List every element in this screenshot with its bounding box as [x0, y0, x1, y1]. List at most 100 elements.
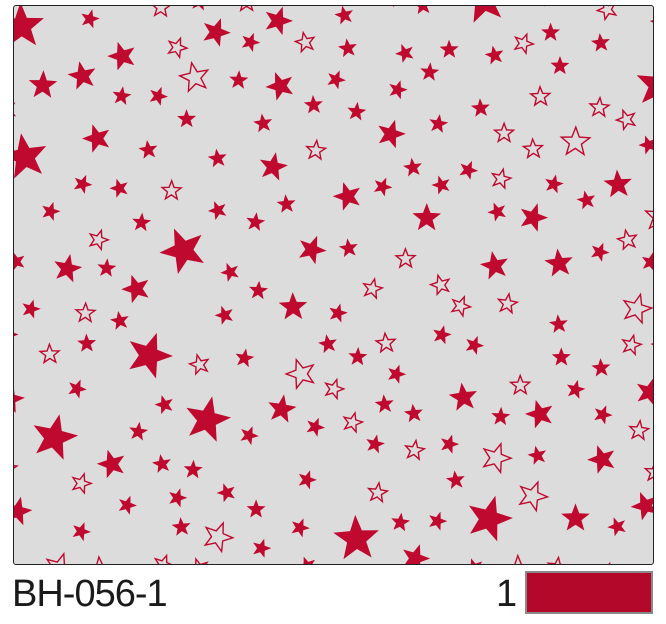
star-icon — [33, 414, 79, 460]
outline-star-icon — [643, 465, 653, 482]
star-icon — [327, 70, 346, 90]
outline-star-icon — [374, 331, 397, 354]
star-icon — [591, 242, 610, 262]
outline-star-icon — [428, 273, 451, 297]
star-icon — [395, 43, 414, 63]
outline-star-icon — [621, 333, 644, 357]
outline-star-icon — [71, 471, 94, 495]
outline-star-icon — [546, 555, 563, 564]
outline-star-icon — [521, 137, 545, 160]
star-icon — [429, 511, 448, 531]
outline-star-icon — [559, 125, 592, 157]
star-icon — [306, 417, 325, 437]
outline-star-icon — [203, 521, 235, 554]
star-icon — [520, 203, 549, 232]
star-icon — [544, 6, 545, 7]
outline-star-icon — [74, 301, 97, 324]
outline-star-icon — [38, 342, 61, 365]
star-icon — [268, 394, 297, 423]
star-icon — [207, 201, 227, 221]
star-icon — [441, 434, 460, 454]
star-icon — [636, 75, 653, 103]
star-icon — [298, 470, 317, 490]
star-icon — [14, 496, 33, 526]
star-icon — [229, 70, 249, 89]
star-icon — [110, 311, 129, 330]
star-icon — [129, 421, 149, 441]
star-icon — [241, 32, 261, 52]
star-icon — [14, 6, 44, 46]
star-icon — [417, 6, 430, 15]
star-icon — [347, 101, 367, 121]
star-icon — [433, 325, 452, 345]
star-icon — [487, 202, 506, 222]
outline-star-icon — [239, 6, 254, 12]
star-icon — [550, 56, 570, 75]
star-icon — [392, 6, 395, 8]
star-icon — [68, 379, 87, 399]
star-icon — [246, 499, 266, 518]
star-icon — [329, 303, 348, 323]
outline-star-icon — [492, 121, 516, 144]
star-icon — [403, 544, 431, 564]
star-icon — [186, 396, 231, 442]
star-icon — [545, 174, 564, 194]
star-icon — [551, 347, 571, 366]
colorway-number: 1 — [496, 573, 518, 615]
outline-star-icon — [166, 36, 189, 60]
star-icon — [403, 403, 423, 423]
star-icon — [14, 253, 25, 270]
outline-star-icon — [514, 553, 522, 564]
outline-star-icon — [508, 373, 532, 396]
outline-star-icon — [627, 418, 651, 442]
outline-star-icon — [450, 295, 473, 318]
star-icon — [67, 61, 96, 90]
star-icon — [265, 6, 293, 36]
star-icon — [97, 258, 117, 277]
star-icon — [373, 177, 393, 197]
star-icon — [630, 492, 653, 521]
outline-star-icon — [293, 30, 316, 54]
outline-star-icon — [284, 357, 315, 391]
outline-star-icon — [88, 228, 111, 252]
star-icon — [318, 334, 337, 354]
star-icon — [561, 503, 590, 531]
star-icon — [278, 292, 308, 320]
outline-star-icon — [342, 410, 365, 434]
outline-star-icon — [588, 95, 611, 118]
star-icon — [388, 364, 407, 384]
star-icon — [412, 203, 441, 231]
star-icon — [107, 41, 135, 71]
outline-star-icon — [649, 20, 653, 23]
star-icon — [484, 45, 504, 65]
star-icon — [249, 280, 269, 300]
star-icon — [177, 109, 197, 128]
star-icon — [109, 178, 128, 198]
star-icon — [637, 378, 653, 405]
star-icon — [348, 346, 368, 366]
star-icon — [214, 305, 233, 325]
star-icon — [431, 175, 450, 195]
star-icon — [77, 333, 97, 352]
outline-star-icon — [45, 551, 66, 564]
star-icon — [112, 86, 132, 105]
star-icon — [72, 522, 91, 542]
outline-star-icon — [14, 465, 19, 469]
star-icon — [389, 80, 408, 100]
star-icon — [14, 389, 25, 413]
product-code: BH-056-1 — [12, 573, 168, 615]
star-icon — [470, 98, 490, 117]
star-icon — [527, 445, 547, 465]
star-icon — [332, 182, 360, 211]
star-icon — [82, 124, 110, 153]
star-icon — [192, 6, 204, 11]
star-icon — [420, 62, 440, 81]
star-icon — [259, 152, 288, 181]
star-icon — [207, 148, 227, 168]
star-icon — [203, 18, 231, 47]
outline-star-icon — [362, 277, 385, 300]
outline-star-icon — [518, 480, 550, 513]
star-icon — [391, 512, 411, 532]
star-icon — [14, 133, 47, 179]
star-icon — [152, 454, 171, 473]
